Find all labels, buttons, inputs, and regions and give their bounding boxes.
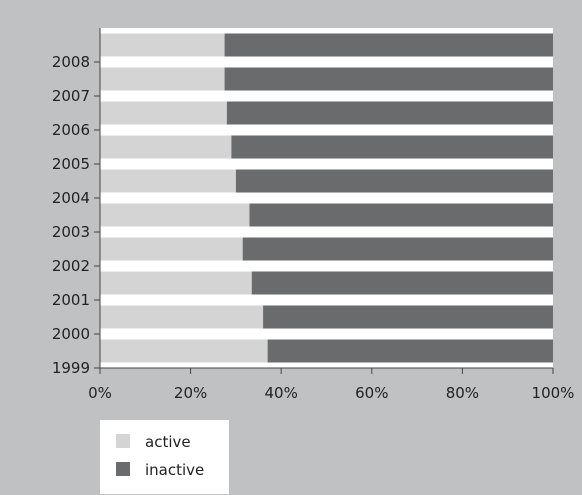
bar-active-2001 [100,271,252,295]
legend-swatch-active [116,434,130,448]
x-tick-label-1: 20% [174,384,207,402]
x-tick-label-2: 40% [265,384,298,402]
y-tick-label-2002: 2002 [52,257,90,275]
y-tick-label-2004: 2004 [52,189,90,207]
bar-inactive-2007 [224,67,553,91]
bar-active-2003 [100,203,250,227]
bar-active-2006 [100,101,227,125]
bar-active-2000 [100,305,264,329]
x-tick-label-3: 60% [355,384,388,402]
x-tick-label-5: 100% [532,384,575,402]
y-tick-label-2003: 2003 [52,223,90,241]
legend-label-inactive: inactive [145,461,204,479]
bar-active-2005 [100,135,232,159]
bar-inactive-2004 [235,169,553,193]
y-ticks-layer: 1999 2000 2001 2002 2003 2004 2005 2006 2007 2008 [52,53,100,377]
y-tick-label-2008: 2008 [52,53,90,71]
legend-box [100,420,229,494]
bar-active-2007 [100,67,225,91]
bar-inactive-2003 [249,203,554,227]
y-tick-label-2006: 2006 [52,121,90,139]
bar-inactive-2005 [231,135,553,159]
legend-label-active: active [145,433,191,451]
bar-inactive-2008 [224,33,553,57]
y-tick-label-2005: 2005 [52,155,90,173]
y-tick-label-2000: 2000 [52,325,90,343]
bar-inactive-1999 [267,339,553,363]
bar-active-2008 [100,33,225,57]
legend-swatch-inactive [116,462,130,476]
bar-active-2002 [100,237,243,261]
bars-layer [100,33,554,363]
y-tick-label-2007: 2007 [52,87,90,105]
bar-inactive-2000 [263,305,553,329]
x-tick-label-0: 0% [88,384,112,402]
bar-active-1999 [100,339,268,363]
legend: active inactive [100,420,229,494]
bar-inactive-2006 [226,101,553,125]
bar-inactive-2001 [251,271,553,295]
bar-active-2004 [100,169,236,193]
y-tick-label-2001: 2001 [52,291,90,309]
x-tick-label-4: 80% [446,384,479,402]
bar-inactive-2002 [242,237,553,261]
y-tick-label-1999: 1999 [52,359,90,377]
x-ticks-layer: 0% 20% 40% 60% 80% 100% [88,368,574,402]
